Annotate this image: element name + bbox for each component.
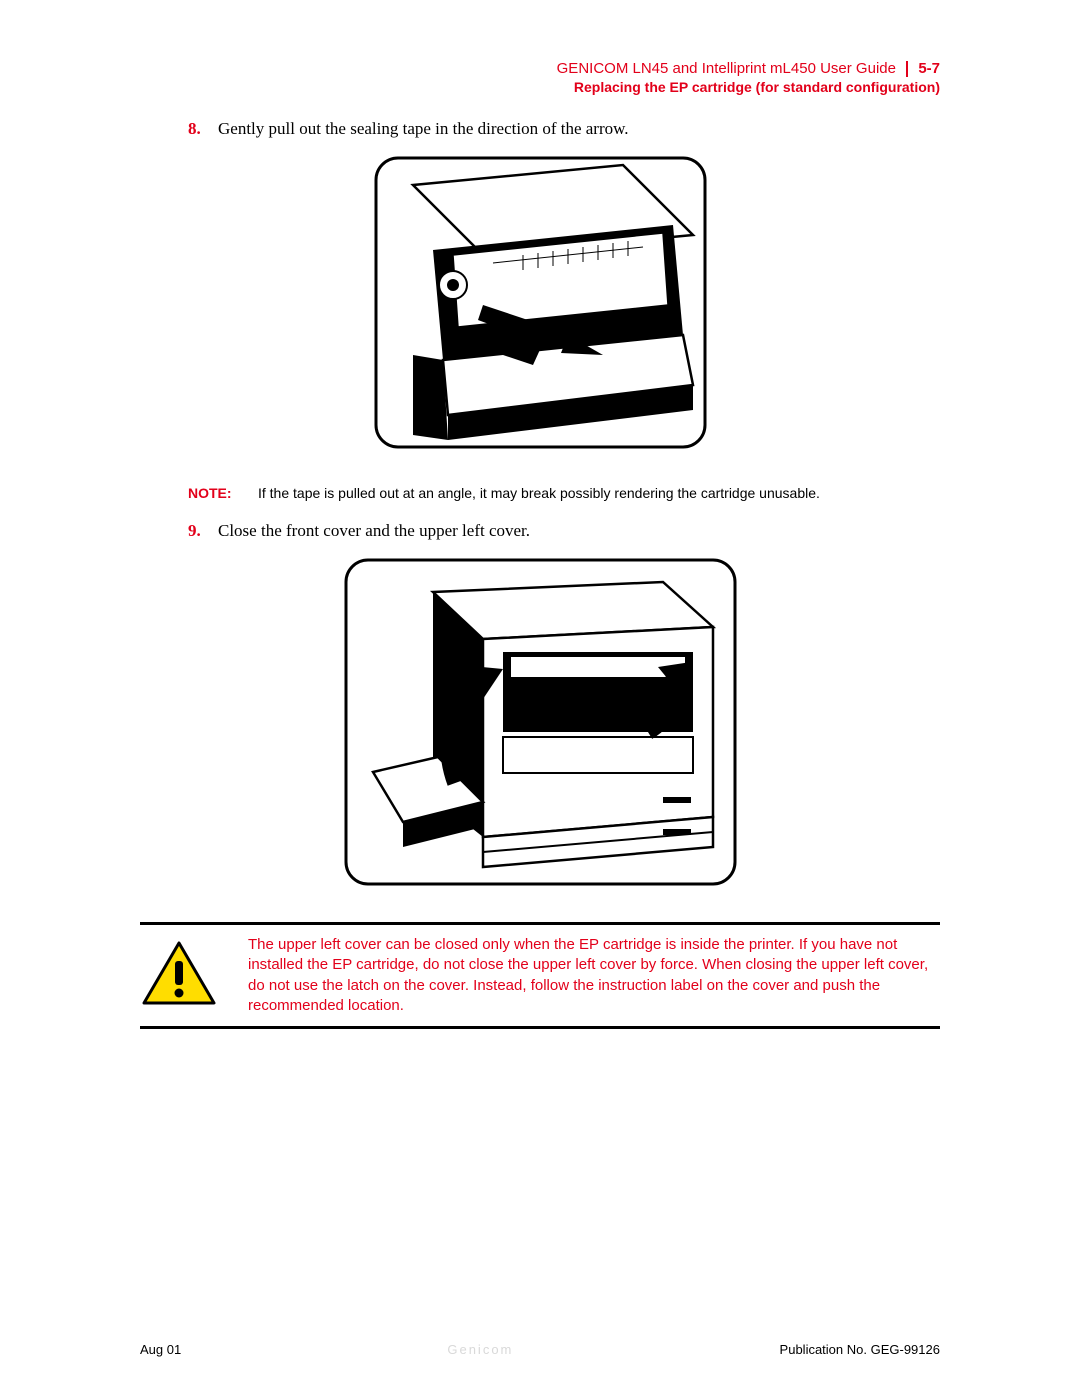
step-9: 9. Close the front cover and the upper l… (188, 521, 940, 541)
figure-sealing-tape (140, 155, 940, 455)
note-text: If the tape is pulled out at an angle, i… (258, 485, 820, 501)
page-number: 5-7 (918, 60, 940, 77)
warning-text: The upper left cover can be closed only … (248, 935, 940, 1016)
printer-tape-illustration (373, 155, 708, 450)
step-text: Gently pull out the sealing tape in the … (218, 119, 629, 139)
warning-rule-bottom (140, 1026, 940, 1029)
manual-page: GENICOM LN45 and Intelliprint mL450 User… (0, 0, 1080, 1397)
note-block: NOTE: If the tape is pulled out at an an… (188, 485, 940, 501)
warning-block: The upper left cover can be closed only … (140, 922, 940, 1029)
printer-close-illustration (343, 557, 738, 887)
figure-close-covers (140, 557, 940, 892)
step-8: 8. Gently pull out the sealing tape in t… (188, 119, 940, 139)
step-number: 8. (188, 119, 210, 139)
note-label: NOTE: (188, 485, 258, 501)
footer-brand: Genicom (447, 1342, 513, 1357)
header-line-1: GENICOM LN45 and Intelliprint mL450 User… (140, 60, 940, 77)
step-text: Close the front cover and the upper left… (218, 521, 530, 541)
section-subtitle: Replacing the EP cartridge (for standard… (140, 79, 940, 95)
warning-body: The upper left cover can be closed only … (140, 925, 940, 1026)
page-header: GENICOM LN45 and Intelliprint mL450 User… (140, 60, 940, 95)
footer-date: Aug 01 (140, 1342, 181, 1357)
warning-icon (140, 939, 218, 1014)
page-footer: Aug 01 Genicom Publication No. GEG-99126 (140, 1342, 940, 1357)
footer-publication: Publication No. GEG-99126 (780, 1342, 940, 1357)
header-separator (906, 61, 908, 77)
doc-title: GENICOM LN45 and Intelliprint mL450 User… (557, 60, 896, 77)
step-number: 9. (188, 521, 210, 541)
